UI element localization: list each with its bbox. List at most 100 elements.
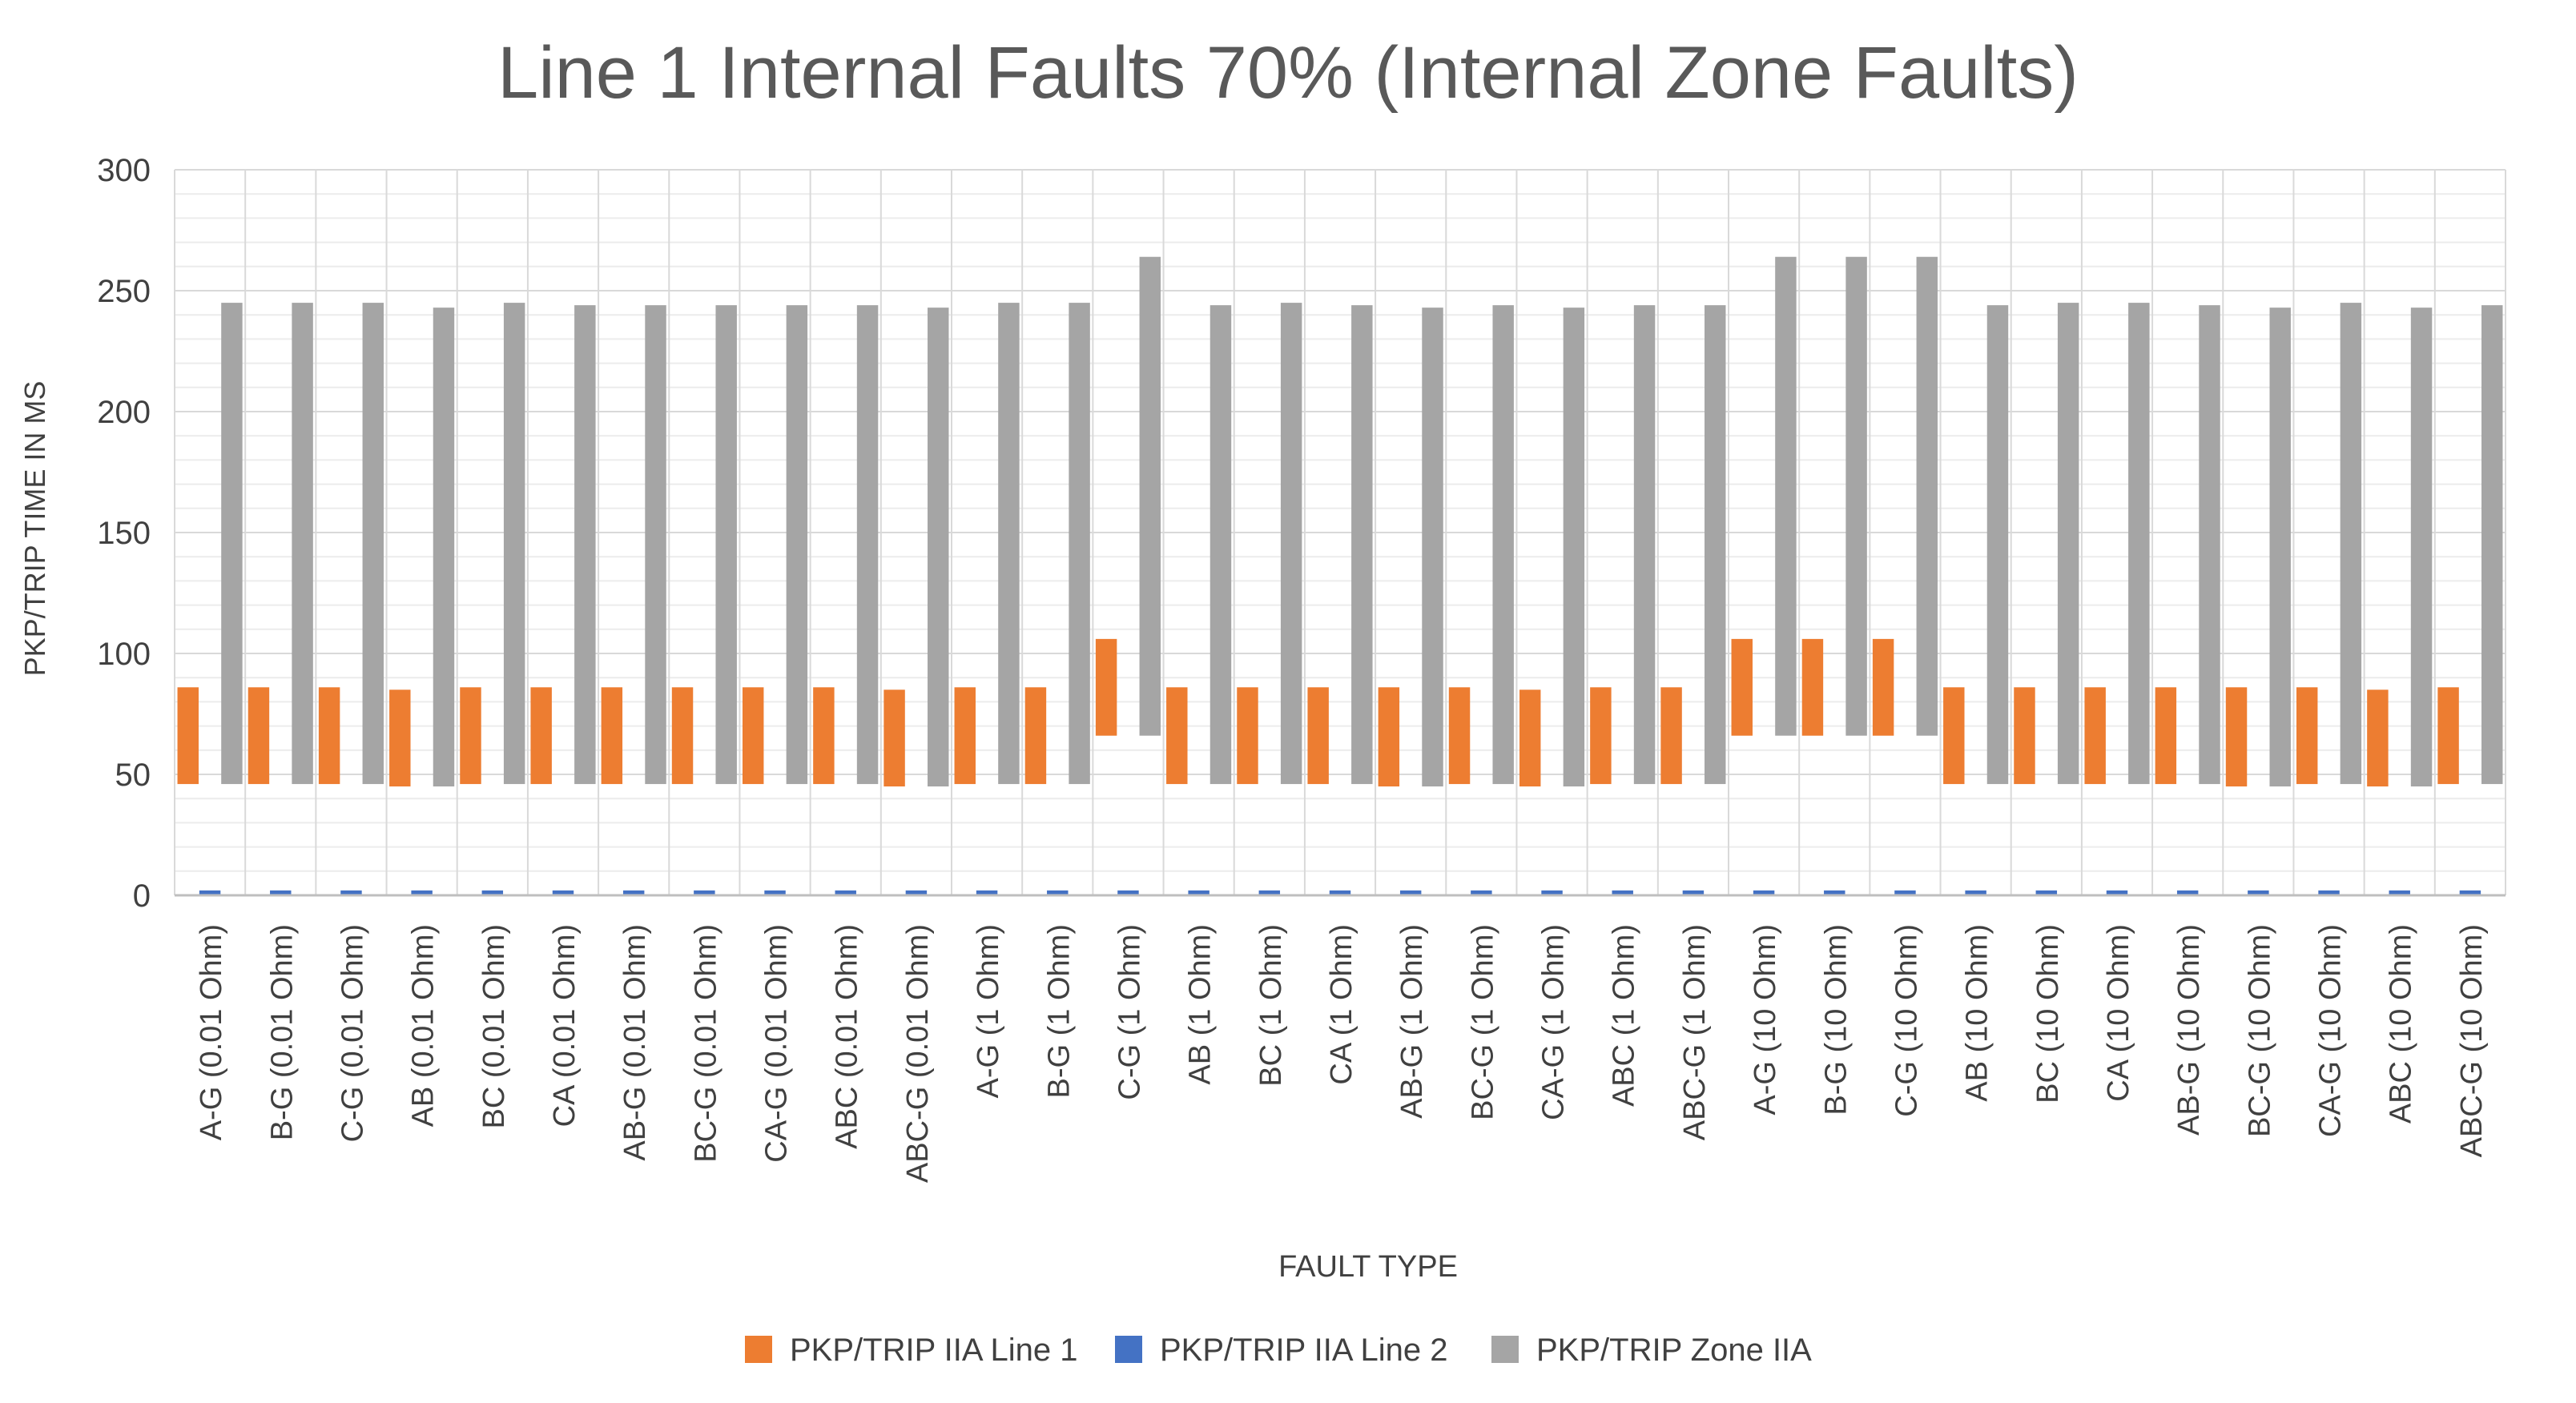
bar-pkp-trip-iia-line-1 [530, 687, 552, 785]
bar-pkp-trip-iia-line-1 [2225, 687, 2248, 787]
bar-pkp-trip-iia-line-1 [460, 687, 481, 785]
bar-pkp-trip-iia-line-2 [1399, 890, 1422, 895]
y-tick-label: 250 [97, 274, 151, 309]
legend-item: PKP/TRIP Zone IIA [1491, 1333, 1812, 1368]
bar-pkp-trip-iia-line-1 [1801, 638, 1824, 736]
x-tick-label: A-G (0.01 Ohm) [195, 924, 228, 1140]
bar-pkp-trip-zone-iia [2057, 303, 2079, 785]
bar-pkp-trip-iia-line-1 [2437, 687, 2459, 785]
bar-pkp-trip-iia-line-2 [1753, 890, 1775, 895]
bar-pkp-trip-iia-line-2 [481, 890, 504, 895]
x-tick-label: ABC-G (0.01 Ohm) [901, 924, 935, 1183]
bar-pkp-trip-iia-line-2 [2318, 890, 2340, 895]
bar-pkp-trip-zone-iia [2199, 305, 2220, 785]
x-tick-label: C-G (10 Ohm) [1890, 924, 1923, 1117]
bar-pkp-trip-iia-line-1 [248, 687, 270, 785]
x-tick-label: AB-G (10 Ohm) [2172, 924, 2206, 1136]
bar-pkp-trip-zone-iia [1210, 305, 1232, 785]
x-tick-label: CA-G (0.01 Ohm) [760, 924, 794, 1163]
x-tick-label: BC-G (0.01 Ohm) [689, 924, 722, 1163]
bar-pkp-trip-iia-line-1 [1660, 687, 1682, 785]
bar-pkp-trip-iia-line-2 [905, 890, 928, 895]
legend-item: PKP/TRIP IIA Line 2 [1115, 1333, 1447, 1368]
bar-pkp-trip-zone-iia [1845, 256, 1867, 736]
bar-pkp-trip-iia-line-2 [2389, 890, 2410, 895]
y-tick-label: 200 [97, 395, 151, 430]
legend-swatch [745, 1336, 772, 1363]
bar-pkp-trip-zone-iia [1563, 308, 1585, 787]
bar-pkp-trip-iia-line-1 [1378, 687, 1400, 787]
bar-pkp-trip-iia-line-2 [552, 890, 574, 895]
bar-pkp-trip-iia-line-1 [2296, 687, 2318, 785]
y-tick-label: 100 [97, 637, 151, 672]
y-tick-label: 0 [133, 878, 151, 914]
x-tick-label: B-G (10 Ohm) [1819, 924, 1853, 1116]
x-tick-label: A-G (10 Ohm) [1749, 924, 1782, 1116]
y-axis-tick-labels: 0 50 100 150 200 250 300 [97, 153, 151, 914]
bar-pkp-trip-zone-iia [645, 305, 666, 785]
y-tick-label: 300 [97, 153, 151, 188]
bar-pkp-trip-iia-line-2 [1965, 890, 1986, 895]
bar-pkp-trip-iia-line-2 [694, 890, 715, 895]
bar-pkp-trip-iia-line-2 [622, 890, 645, 895]
bar-pkp-trip-zone-iia [2481, 305, 2503, 785]
bar-pkp-trip-zone-iia [998, 303, 1020, 785]
bar-pkp-trip-iia-line-1 [1307, 687, 1329, 785]
bar-pkp-trip-zone-iia [786, 305, 808, 785]
bar-pkp-trip-iia-line-2 [1258, 890, 1281, 895]
bar-pkp-trip-zone-iia [1280, 303, 1302, 785]
bar-pkp-trip-iia-line-1 [813, 687, 835, 785]
x-tick-label: CA-G (10 Ohm) [2314, 924, 2348, 1137]
x-tick-label: C-G (0.01 Ohm) [336, 924, 369, 1142]
bar-pkp-trip-iia-line-1 [883, 689, 905, 787]
bar-pkp-trip-zone-iia [2410, 308, 2433, 787]
bar-marks [177, 256, 2503, 895]
y-axis-title: PKP/TRIP TIME IN MS [18, 381, 51, 677]
bar-pkp-trip-iia-line-2 [1471, 890, 1492, 895]
x-tick-label: CA-G (1 Ohm) [1537, 924, 1571, 1120]
bar-pkp-trip-zone-iia [292, 303, 313, 785]
x-tick-label: AB (1 Ohm) [1184, 924, 1218, 1085]
bar-pkp-trip-iia-line-2 [2106, 890, 2128, 895]
bar-pkp-trip-iia-line-1 [1943, 687, 1965, 785]
x-tick-label: A-G (1 Ohm) [972, 924, 1005, 1098]
x-tick-label: AB (10 Ohm) [1961, 924, 1994, 1102]
bar-pkp-trip-zone-iia [221, 303, 243, 785]
bar-pkp-trip-iia-line-2 [835, 890, 856, 895]
x-tick-label: ABC-G (1 Ohm) [1678, 924, 1712, 1140]
x-tick-label: AB-G (1 Ohm) [1395, 924, 1429, 1119]
bar-pkp-trip-iia-line-1 [1237, 687, 1258, 785]
bar-pkp-trip-iia-line-2 [411, 890, 433, 895]
chart-title: Line 1 Internal Faults 70% (Internal Zon… [497, 32, 2079, 114]
x-tick-label: AB-G (0.01 Ohm) [618, 924, 652, 1161]
x-axis-tick-labels: A-G (0.01 Ohm) B-G (0.01 Ohm) C-G (0.01 Oh… [195, 924, 2489, 1183]
bar-pkp-trip-iia-line-2 [1047, 890, 1069, 895]
legend-label: PKP/TRIP IIA Line 1 [790, 1333, 1077, 1368]
x-tick-label: CA (10 Ohm) [2102, 924, 2135, 1102]
bar-pkp-trip-zone-iia [1633, 305, 1656, 785]
bar-pkp-trip-iia-line-2 [1894, 890, 1916, 895]
x-tick-label: BC-G (10 Ohm) [2243, 924, 2276, 1137]
bar-pkp-trip-iia-line-1 [177, 687, 199, 785]
bar-pkp-trip-iia-line-2 [1541, 890, 1563, 895]
legend-swatch [1491, 1336, 1519, 1363]
bar-pkp-trip-iia-line-2 [764, 890, 786, 895]
x-tick-label: BC-G (1 Ohm) [1466, 924, 1499, 1120]
bar-pkp-trip-zone-iia [2340, 303, 2362, 785]
bar-pkp-trip-iia-line-1 [742, 687, 764, 785]
bar-pkp-trip-zone-iia [503, 303, 525, 785]
bar-pkp-trip-zone-iia [2269, 308, 2291, 787]
bar-pkp-trip-iia-line-2 [270, 890, 292, 895]
x-tick-label: BC (0.01 Ohm) [477, 924, 511, 1129]
legend: PKP/TRIP IIA Line 1 PKP/TRIP IIA Line 2 PK… [745, 1333, 1812, 1368]
bar-pkp-trip-iia-line-2 [1117, 890, 1139, 895]
x-tick-label: ABC (0.01 Ohm) [831, 924, 864, 1149]
bar-pkp-trip-iia-line-1 [318, 687, 340, 785]
x-axis-title: FAULT TYPE [1278, 1250, 1458, 1284]
bar-pkp-trip-zone-iia [1986, 305, 2009, 785]
x-tick-label: CA (0.01 Ohm) [548, 924, 582, 1127]
bar-pkp-trip-zone-iia [362, 303, 384, 785]
y-tick-label: 150 [97, 516, 151, 551]
bar-pkp-trip-zone-iia [1916, 256, 1938, 736]
bar-pkp-trip-zone-iia [1492, 305, 1514, 785]
